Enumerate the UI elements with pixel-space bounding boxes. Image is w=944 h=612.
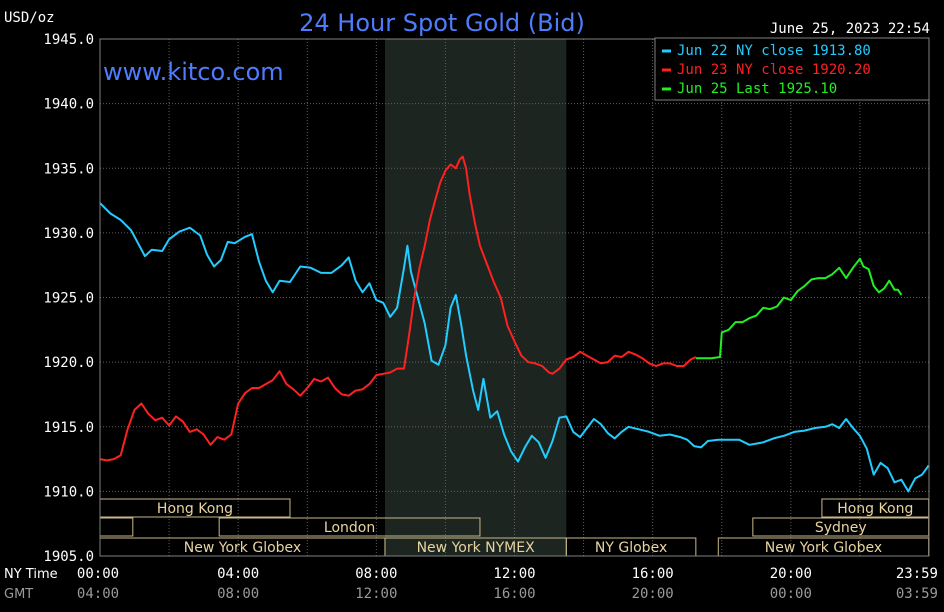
x-tick-label: 04:00 xyxy=(217,566,259,582)
legend-entry: Jun 23 NY close 1920.20 xyxy=(677,62,871,78)
y-tick-label: 1910.0 xyxy=(43,484,94,500)
y-tick-label: 1920.0 xyxy=(43,355,94,371)
x-tick-label: 00:00 xyxy=(770,586,812,602)
session-label: New York NYMEX xyxy=(417,540,536,556)
series-line xyxy=(99,202,930,493)
legend: Jun 22 NY close 1913.80 Jun 23 NY close 1… xyxy=(654,37,930,101)
x-tick-label: 20:00 xyxy=(632,586,674,602)
x-tick-label: 12:00 xyxy=(493,566,535,582)
y-axis-unit: USD/oz xyxy=(4,10,55,26)
y-tick-label: 1940.0 xyxy=(43,97,94,113)
x-tick-label: 23:59 xyxy=(896,566,938,582)
session-label: New York Globex xyxy=(184,540,301,556)
watermark-url: www.kitco.com xyxy=(103,58,284,86)
x-tick-label: 08:00 xyxy=(217,586,259,602)
x-tick-label: 00:00 xyxy=(77,566,119,582)
y-tick-labels: 1945.0 1940.0 1935.0 1930.0 1925.0 1920.0 1915… xyxy=(43,32,94,565)
x-tick-label: 12:00 xyxy=(355,586,397,602)
series-line xyxy=(99,155,697,462)
chart-title: 24 Hour Spot Gold (Bid) xyxy=(299,9,585,37)
session-label: Hong Kong xyxy=(837,501,913,517)
y-tick-label: 1905.0 xyxy=(43,549,94,565)
x-tick-label: 03:59 xyxy=(896,586,938,602)
grid xyxy=(100,38,929,557)
x-tick-label: 16:00 xyxy=(632,566,674,582)
x-tick-labels: NY Time 00:00 04:00 08:00 12:00 16:00 20:00 23:… xyxy=(4,566,938,602)
session-box xyxy=(218,517,481,537)
x-tick-label: 08:00 xyxy=(355,566,397,582)
legend-entry: Jun 22 NY close 1913.80 xyxy=(677,43,871,59)
session-label: NY Globex xyxy=(595,540,667,556)
x-axis-row-label: GMT xyxy=(4,587,33,602)
series-lines xyxy=(99,155,930,493)
plot-frame xyxy=(99,38,930,557)
y-tick-label: 1925.0 xyxy=(43,291,94,307)
y-tick-label: 1935.0 xyxy=(43,161,94,177)
x-tick-label: 04:00 xyxy=(77,586,119,602)
series-line xyxy=(695,257,903,360)
trading-sessions: Hong Kong Hong Kong London Sydney New York G… xyxy=(99,498,930,557)
y-tick-label: 1930.0 xyxy=(43,226,94,242)
x-tick-label: 20:00 xyxy=(770,566,812,582)
legend-entry: Jun 25 Last 1925.10 xyxy=(677,81,837,97)
y-tick-label: 1915.0 xyxy=(43,420,94,436)
x-tick-label: 16:00 xyxy=(493,586,535,602)
y-tick-label: 1945.0 xyxy=(43,32,94,48)
legend-box xyxy=(654,37,930,101)
x-axis-row-label: NY Time xyxy=(4,567,58,582)
session-label: Hong Kong xyxy=(157,501,233,517)
session-label: London xyxy=(324,520,375,536)
timestamp: June 25, 2023 22:54 xyxy=(770,21,930,37)
session-label: Sydney xyxy=(815,520,867,536)
session-label: New York Globex xyxy=(765,540,882,556)
